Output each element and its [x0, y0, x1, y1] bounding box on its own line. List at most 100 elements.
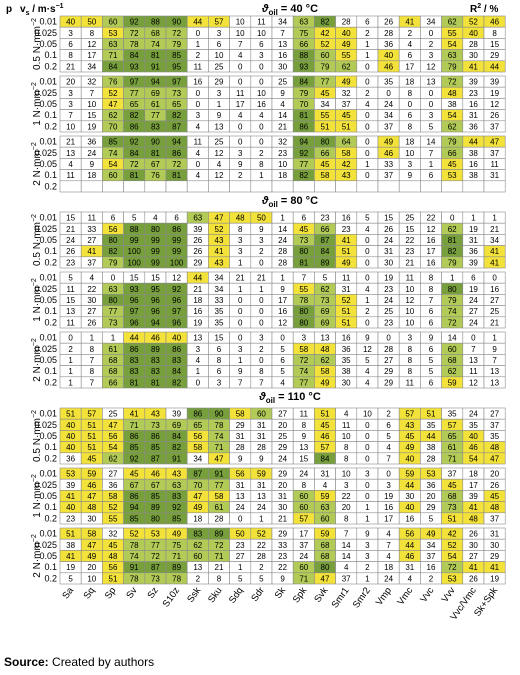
- cell-value: 19: [469, 285, 478, 294]
- cell-value: 1: [365, 51, 370, 60]
- cell-value: 21: [66, 225, 75, 234]
- cell-value: 4: [408, 574, 413, 583]
- cell-value: 23: [278, 552, 287, 561]
- title-value: = 110 °C: [275, 391, 321, 403]
- cell-value: 29: [427, 503, 436, 512]
- cell-value: 34: [427, 541, 436, 550]
- cell-value: 18: [193, 514, 202, 523]
- cell-value: 84: [321, 454, 330, 463]
- cell-value: 78: [299, 296, 308, 305]
- cell-value: 0: [259, 78, 264, 87]
- cell-value: 53: [151, 530, 160, 539]
- cell-value: 82: [172, 111, 181, 120]
- cell-value: 70: [193, 481, 202, 490]
- cell-value: 86: [151, 432, 160, 441]
- cell-value: 89: [172, 563, 181, 572]
- cell-value: 13: [257, 492, 266, 501]
- cell-value: 72: [215, 541, 224, 550]
- cell-value: 78: [215, 421, 224, 430]
- cell-value: 0: [68, 334, 73, 343]
- cell-value: 11: [406, 274, 415, 283]
- cell-value: 26: [469, 574, 478, 583]
- cell-value: 17: [278, 296, 287, 305]
- cell-value: 4: [196, 122, 201, 131]
- cell-value: 31: [469, 111, 478, 120]
- cell-value: 100: [170, 258, 184, 267]
- cell-value: 49: [193, 503, 202, 512]
- velocity-label: 0.05: [39, 235, 57, 245]
- velocity-label: 0.025: [34, 344, 57, 354]
- velocity-label: 0.025: [34, 148, 57, 158]
- cell-value: 52: [342, 296, 351, 305]
- cell-value: 78: [172, 574, 181, 583]
- cell-value: 0: [365, 443, 370, 452]
- cell-value: 92: [172, 285, 181, 294]
- cell-value: 24: [469, 410, 478, 419]
- cell: [483, 316, 506, 329]
- cell-value: 0: [196, 29, 201, 38]
- cell-value: 41: [490, 563, 499, 572]
- cell-value: 0: [365, 274, 370, 283]
- cell-value: 0: [280, 334, 285, 343]
- cell-value: 18: [405, 138, 414, 147]
- cell-value: 27: [87, 307, 96, 316]
- cell-value: 33: [384, 160, 393, 169]
- cell-value: 72: [172, 29, 181, 38]
- cell-value: 50: [87, 18, 96, 27]
- velocity-label: 0.01: [39, 409, 57, 419]
- cell-value: 67: [151, 481, 160, 490]
- pressure-sup: −2: [31, 214, 38, 222]
- cell-value: 86: [299, 122, 308, 131]
- cell-value: 100: [128, 247, 142, 256]
- cell-value: 24: [469, 318, 478, 327]
- cell-value: 89: [215, 530, 224, 539]
- cell-value: 8: [302, 421, 307, 430]
- cell-value: 21: [278, 122, 287, 131]
- cell-value: 58: [342, 149, 351, 158]
- column-label: Sk: [273, 585, 289, 601]
- cell-value: 4: [365, 100, 370, 109]
- cell-value: 5: [280, 345, 285, 354]
- cell-value: 26: [66, 247, 75, 256]
- cell-value: 6: [68, 40, 73, 49]
- cell-value: 52: [257, 530, 266, 539]
- cell-value: 10: [66, 122, 75, 131]
- cell-value: 38: [448, 100, 457, 109]
- cell-value: 0: [238, 307, 243, 316]
- cell-value: 8: [408, 89, 413, 98]
- cell-value: 79: [172, 40, 181, 49]
- cell-value: 18: [278, 171, 287, 180]
- cell-value: 13: [236, 492, 245, 501]
- cell-value: 96: [151, 307, 160, 316]
- cell-value: 56: [193, 432, 202, 441]
- cell-value: 91: [151, 62, 160, 71]
- cell-value: 31: [278, 492, 287, 501]
- cell-value: 30: [342, 378, 351, 387]
- cell-value: 0: [365, 421, 370, 430]
- cell-value: 16: [278, 307, 287, 316]
- cell-value: 84: [130, 51, 139, 60]
- cell-value: 62: [321, 285, 330, 294]
- cell-value: 82: [448, 247, 457, 256]
- cell-value: 13: [299, 443, 308, 452]
- cell-value: 8: [408, 367, 413, 376]
- cell-value: 87: [321, 236, 330, 245]
- cell: [483, 512, 506, 525]
- cell-value: 3: [386, 481, 391, 490]
- velocity-label: 0.05: [39, 99, 57, 109]
- cell-value: 70: [109, 122, 118, 131]
- cell-value: 26: [490, 481, 499, 490]
- cell-value: 7: [344, 530, 349, 539]
- cell-value: 68: [109, 356, 118, 365]
- cell-value: 13: [469, 356, 478, 365]
- cell-value: 13: [490, 367, 499, 376]
- cell-value: 18: [469, 470, 478, 479]
- cell-value: 50: [236, 530, 245, 539]
- cell-value: 8: [408, 356, 413, 365]
- cell-value: 14: [448, 334, 457, 343]
- cell-value: 62: [321, 356, 330, 365]
- cell-value: 68: [448, 492, 457, 501]
- cell-value: 15: [130, 274, 139, 283]
- cell-value: 5: [429, 367, 434, 376]
- cell-value: 2: [259, 247, 264, 256]
